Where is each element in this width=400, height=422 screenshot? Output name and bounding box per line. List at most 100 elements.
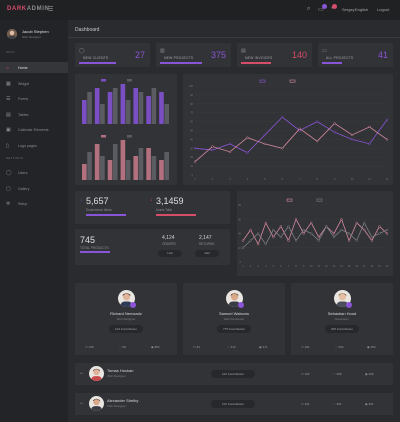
bar[interactable] (133, 156, 139, 180)
data-point[interactable] (298, 127, 301, 130)
data-point[interactable] (272, 235, 275, 239)
member-row[interactable]: ••• Alexander Shelby Web Designer 102 Contr… (75, 393, 393, 415)
bar[interactable] (138, 148, 144, 180)
data-point[interactable] (316, 120, 319, 123)
data-point[interactable] (287, 225, 290, 228)
data-point[interactable] (193, 160, 197, 163)
bar[interactable] (146, 96, 151, 124)
data-point[interactable] (355, 239, 358, 242)
data-point[interactable] (385, 228, 389, 232)
contribution-button[interactable]: 102 Contribution (211, 370, 255, 378)
sidebar-item-setup[interactable]: ✲ Setup (0, 198, 68, 209)
data-point[interactable] (347, 232, 351, 235)
data-point[interactable] (385, 138, 389, 141)
data-point[interactable] (340, 218, 343, 221)
stat-card-new-projects[interactable]: ▥ NEW PROJECTS 375 (156, 43, 231, 67)
contribution-button[interactable]: 102 Contribution (211, 400, 255, 408)
data-point[interactable] (302, 232, 305, 235)
data-point[interactable] (279, 235, 283, 239)
bar[interactable] (138, 92, 144, 124)
bar[interactable] (107, 160, 113, 180)
orders-link-button[interactable]: Link (158, 250, 182, 257)
data-point[interactable] (193, 147, 197, 150)
data-point[interactable] (370, 235, 373, 239)
data-point[interactable] (370, 239, 373, 242)
bar[interactable] (87, 152, 92, 180)
data-point[interactable] (294, 218, 298, 221)
hamburger-icon[interactable]: ☰ (48, 7, 54, 13)
data-point[interactable] (316, 140, 319, 143)
data-point[interactable] (378, 225, 381, 228)
data-point[interactable] (287, 239, 290, 242)
data-point[interactable] (211, 148, 214, 152)
bar[interactable] (100, 104, 105, 124)
data-point[interactable] (281, 147, 284, 150)
data-point[interactable] (333, 131, 336, 134)
contribution-button[interactable]: 205 Contribution (325, 325, 359, 333)
bar[interactable] (94, 144, 100, 180)
data-point[interactable] (264, 243, 267, 246)
data-point[interactable] (332, 235, 336, 239)
user-menu[interactable]: Sergey (342, 7, 355, 12)
data-point[interactable] (350, 133, 354, 137)
sidebar-item-tables[interactable]: ▤ Tables (0, 109, 68, 120)
data-point[interactable] (302, 228, 305, 232)
bar[interactable] (125, 160, 131, 180)
data-point[interactable] (310, 232, 313, 235)
data-point[interactable] (246, 136, 249, 139)
data-point[interactable] (317, 239, 320, 242)
bar[interactable] (146, 148, 151, 180)
data-point[interactable] (228, 142, 232, 145)
data-point[interactable] (228, 150, 232, 154)
brand-logo[interactable]: DARKADMIN (7, 6, 49, 12)
bar[interactable] (159, 92, 164, 124)
bar[interactable] (120, 84, 126, 124)
data-point[interactable] (263, 133, 266, 137)
data-point[interactable] (317, 235, 320, 239)
avatar[interactable] (89, 396, 104, 411)
bar[interactable] (94, 88, 100, 124)
data-point[interactable] (257, 243, 260, 246)
bar[interactable] (107, 92, 113, 124)
data-point[interactable] (355, 221, 358, 224)
data-point[interactable] (241, 246, 245, 249)
data-point[interactable] (272, 228, 275, 232)
language-select[interactable]: English (355, 7, 369, 12)
sidebar-item-users[interactable]: ◯ Users (0, 167, 68, 178)
bar[interactable] (100, 156, 105, 180)
logout-link[interactable]: Logout (377, 7, 390, 12)
data-point[interactable] (264, 221, 267, 224)
data-point[interactable] (385, 118, 389, 121)
bar[interactable] (87, 92, 92, 124)
sidebar-item-widget[interactable]: ▦ Widget (0, 78, 68, 89)
contribution-button[interactable]: 775 Contribution (217, 325, 251, 333)
data-point[interactable] (241, 239, 245, 242)
data-point[interactable] (368, 125, 371, 129)
more-icon[interactable]: ••• (80, 401, 84, 405)
bar[interactable] (82, 100, 87, 124)
bell-icon[interactable]: ◔ (330, 4, 337, 12)
data-point[interactable] (363, 228, 366, 232)
data-point[interactable] (340, 228, 343, 232)
sidebar-item-logo-pages[interactable]: ▯ Logo pages (0, 140, 68, 151)
data-point[interactable] (249, 228, 252, 232)
sidebar-item-home[interactable]: ⌂ Home (0, 62, 68, 73)
data-point[interactable] (211, 145, 214, 148)
data-point[interactable] (281, 116, 284, 119)
bar[interactable] (112, 88, 118, 124)
bar[interactable] (82, 164, 87, 180)
returns-add-button[interactable]: Add (195, 250, 219, 257)
bar[interactable] (125, 100, 131, 124)
data-point[interactable] (347, 239, 351, 242)
data-point[interactable] (257, 232, 260, 235)
data-point[interactable] (385, 232, 389, 235)
data-point[interactable] (246, 151, 249, 154)
data-point[interactable] (325, 225, 328, 228)
bar[interactable] (120, 140, 126, 180)
bar[interactable] (133, 88, 139, 124)
bar[interactable] (164, 104, 169, 124)
sidebar-item-calendar-elements[interactable]: ▣ Calendar Elements (0, 124, 68, 135)
chat-icon[interactable]: ▭ (318, 4, 327, 13)
search-icon[interactable]: ⌕ (307, 6, 311, 12)
stat-card-new-clients[interactable]: ◯ NEW CLIENTS 27 (75, 43, 150, 67)
